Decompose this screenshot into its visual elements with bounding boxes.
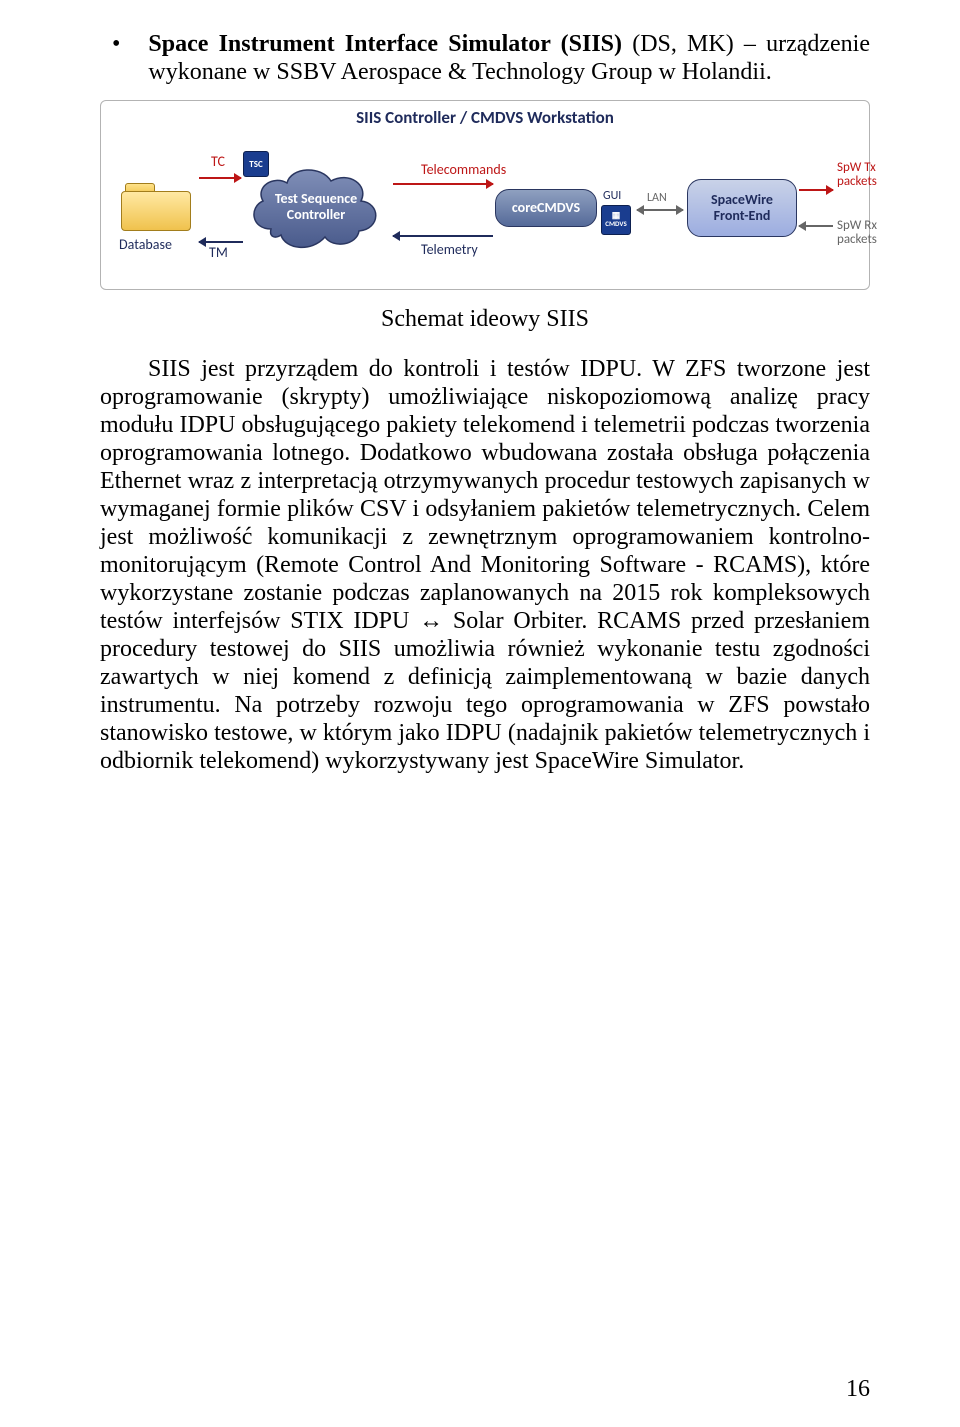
tc-arrow [199,177,241,179]
cmdvs-app-icon: ▦ CMDVS [601,205,631,235]
lan-label: LAN [647,191,667,205]
lan-link [637,209,683,211]
diagram-title: SIIS Controller / CMDVS Workstation [356,107,614,128]
body-paragraph: SIIS jest przyrządem do kontroli i testó… [100,355,870,775]
telemetry-label: Telemetry [421,241,478,258]
gui-label: GUI [603,189,621,203]
spw-tx-arrow [799,189,833,191]
tm-label: TM [209,244,228,261]
figure-caption: Schemat ideowy SIIS [100,306,870,333]
page-number: 16 [846,1376,870,1403]
spacewire-frontend-box: SpaceWire Front-End [687,179,797,237]
siis-diagram: SIIS Controller / CMDVS Workstation Data… [100,100,870,290]
database-label: Database [119,236,172,253]
spw-tx-label: SpW Txpackets [837,161,897,189]
bullet-bold: Space Instrument Interface Simulator (SI… [148,31,622,57]
tm-arrow [199,241,243,243]
core-cmdvs-box: coreCMDVS [495,189,597,227]
tc-label: TC [211,153,225,170]
controller-cloud: Test Sequence Controller [241,159,391,254]
spw-rx-arrow [799,225,833,227]
telecommands-arrow [393,183,493,185]
figure-wrap: SIIS Controller / CMDVS Workstation Data… [100,100,870,290]
database-icon [121,183,191,231]
bullet-marker: • [112,30,120,58]
bullet-text: Space Instrument Interface Simulator (SI… [148,30,870,86]
controller-cloud-text: Test Sequence Controller [241,191,391,223]
bullet-item: • Space Instrument Interface Simulator (… [100,30,870,86]
telecommands-label: Telecommands [421,161,506,178]
spw-rx-label: SpW Rxpackets [837,219,897,247]
telemetry-arrow [393,235,493,237]
